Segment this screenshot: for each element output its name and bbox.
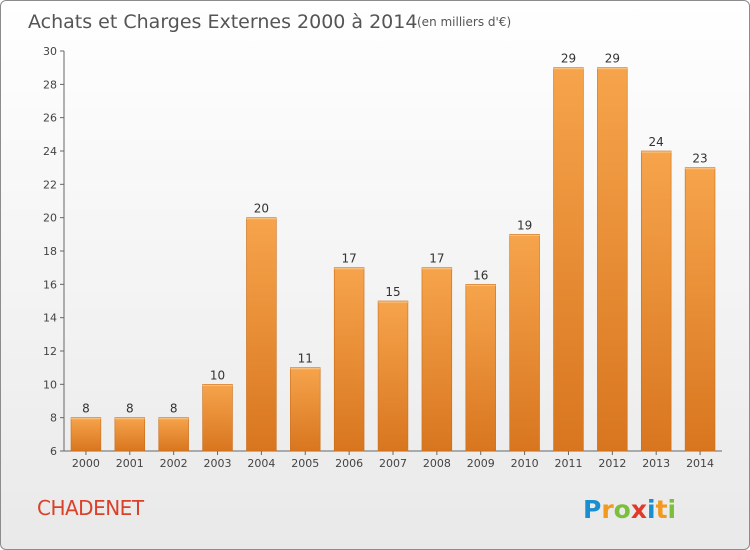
value-label-2003: 10 (210, 368, 225, 382)
value-label-2004: 20 (254, 202, 269, 216)
value-label-2010: 19 (517, 218, 532, 232)
y-tick-label: 26 (43, 112, 57, 125)
x-tick-label-2000: 2000 (72, 457, 100, 470)
bar-2003 (202, 384, 233, 452)
x-tick-label-2009: 2009 (467, 457, 495, 470)
x-tick-label-2007: 2007 (379, 457, 407, 470)
bar-2012 (597, 67, 628, 452)
y-tick-label: 12 (43, 345, 57, 358)
value-label-2012: 29 (605, 52, 620, 66)
bar-2005 (290, 367, 321, 452)
y-tick-label: 8 (50, 412, 57, 425)
bar-2014 (684, 167, 716, 452)
proxiti-logo: Proxiti (583, 495, 676, 524)
logo-letter: i (668, 495, 677, 524)
x-tick-label-2006: 2006 (335, 457, 363, 470)
commune-name: CHADENET (37, 496, 145, 520)
y-tick-label: 18 (43, 245, 57, 258)
bar-2000 (70, 417, 102, 452)
value-label-2000: 8 (82, 402, 90, 416)
y-tick-label: 14 (43, 312, 57, 325)
x-tick-label-2005: 2005 (291, 457, 319, 470)
chart-subtitle: (en milliers d'€) (417, 15, 511, 29)
y-tick-label: 24 (43, 145, 57, 158)
bar-2011 (553, 67, 584, 452)
x-tick-label-2001: 2001 (116, 457, 144, 470)
logo-letter: t (656, 495, 668, 524)
x-tick-label-2010: 2010 (511, 457, 539, 470)
y-tick-label: 10 (43, 378, 57, 391)
x-tick-label-2003: 2003 (204, 457, 232, 470)
bar-2013 (640, 150, 672, 452)
x-tick-label-2002: 2002 (160, 457, 188, 470)
value-label-2014: 23 (692, 152, 707, 166)
x-tick-label-2012: 2012 (598, 457, 626, 470)
y-tick-label: 16 (43, 278, 57, 291)
bar-2002 (158, 417, 189, 452)
value-label-2001: 8 (126, 402, 134, 416)
value-label-2002: 8 (170, 402, 178, 416)
logo-letter: r (601, 495, 614, 524)
y-tick-label: 6 (50, 445, 57, 458)
x-tick-label-2008: 2008 (423, 457, 451, 470)
y-tick-label: 20 (43, 212, 57, 225)
x-tick-label-2013: 2013 (642, 457, 670, 470)
value-label-2005: 11 (298, 352, 313, 366)
logo-letter: x (631, 495, 647, 524)
logo-letter: i (647, 495, 656, 524)
y-tick-label: 30 (43, 45, 57, 58)
logo-letter: P (583, 495, 601, 524)
axes: 6 8 10 12 14 16 18 20 22 24 26 28 30 2000 2001 2002 2003… (43, 45, 722, 470)
bar-2004 (246, 217, 277, 452)
bar-2009 (465, 284, 496, 452)
x-tick-label-2011: 2011 (554, 457, 582, 470)
value-label-2011: 29 (561, 52, 576, 66)
value-labels: 8 8 8 10 20 11 17 15 17 16 19 29 29 24 23 (82, 52, 708, 416)
x-tick-label-2004: 2004 (247, 457, 275, 470)
bar-2010 (509, 234, 540, 452)
bar-2008 (421, 267, 453, 452)
bars (70, 67, 716, 452)
logo-letter: o (614, 495, 631, 524)
value-label-2013: 24 (649, 135, 664, 149)
bar-2001 (114, 417, 146, 452)
chart-title: Achats et Charges Externes 2000 à 2014 (28, 11, 417, 33)
value-label-2007: 15 (385, 285, 400, 299)
value-label-2006: 17 (341, 252, 356, 266)
y-tick-label: 22 (43, 178, 57, 191)
x-tick-label-2014: 2014 (686, 457, 714, 470)
y-tick-label: 28 (43, 78, 57, 91)
value-label-2009: 16 (473, 268, 488, 282)
bar-2006 (333, 267, 365, 452)
bar-2007 (377, 300, 409, 452)
value-label-2008: 17 (429, 252, 444, 266)
